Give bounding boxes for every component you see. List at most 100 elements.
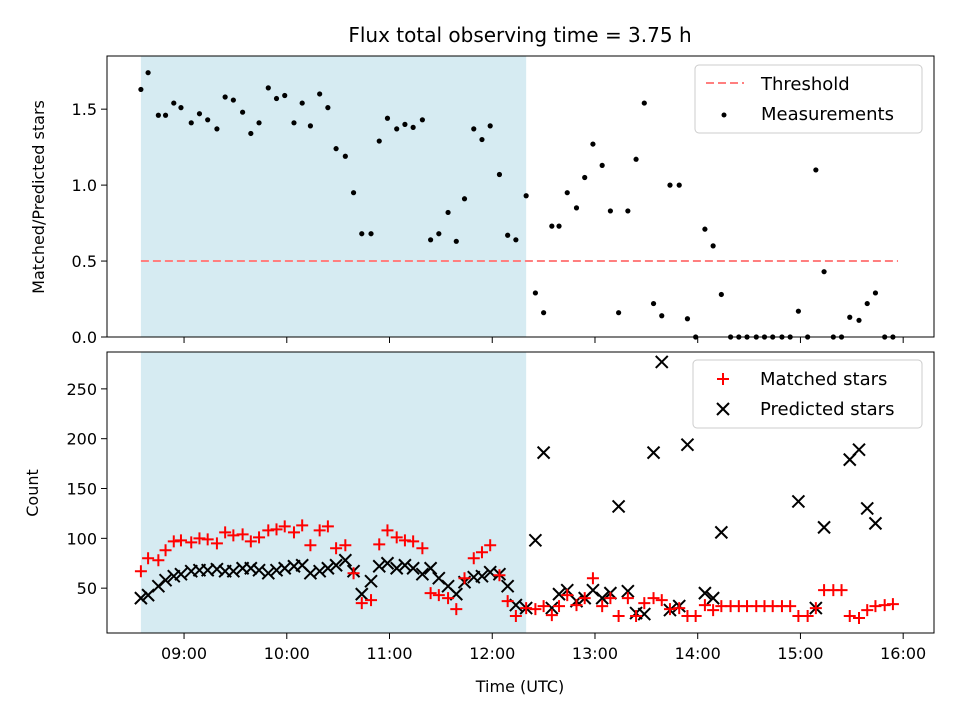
predicted-star-marker [415, 567, 430, 581]
matched-star-marker [784, 600, 797, 613]
y-top-tick-label: 0.0 [72, 328, 97, 347]
predicted-star-marker [364, 574, 378, 588]
x-ticks-top [183, 337, 904, 343]
x-ticks-bottom: 09:00 10:00 11:00 12:00 13:00 14:00 15:00 16:00 [161, 633, 926, 663]
matched-star-marker [416, 542, 429, 555]
measurement-point [394, 126, 400, 132]
matched-star-marker [673, 602, 686, 615]
matched-star-marker [253, 531, 266, 544]
predicted-star-marker [552, 587, 566, 601]
panel-counts: 50 100 150 200 250 Count Matched stars Predi… [23, 351, 935, 663]
measurement-point [573, 205, 580, 211]
predicted-star-marker [545, 601, 559, 615]
measurement-point [676, 182, 682, 188]
measurement-point [350, 190, 357, 196]
measurement-point [453, 238, 459, 244]
measurement-point [325, 105, 331, 111]
predicted-star-marker [680, 437, 695, 452]
x-bottom-tick-label: 15:00 [777, 644, 823, 663]
measurement-point [659, 313, 665, 319]
measurement-point [702, 226, 708, 232]
matched-star-marker [381, 524, 394, 537]
y-top-tick-label: 1.5 [72, 100, 97, 119]
y-bottom-tick-label: 50 [77, 579, 97, 598]
predicted-star-marker [174, 567, 188, 581]
y-ticks-bottom: 50 100 150 200 250 [66, 380, 107, 598]
matched-star-marker [287, 526, 300, 539]
predicted-star-marker [312, 564, 327, 578]
measurement-point [333, 146, 339, 152]
measurement-point [496, 171, 503, 178]
measurement-point [650, 300, 657, 307]
measurement-point [402, 121, 408, 127]
matched-star-marker [134, 565, 147, 578]
predicted-star-marker [372, 559, 386, 573]
axes-frame-bottom [106, 351, 935, 634]
matched-star-marker [355, 597, 368, 610]
measurement-point [240, 109, 246, 115]
measurement-point [205, 117, 211, 123]
matched-star-marker [467, 552, 480, 565]
measurement-point [710, 243, 716, 249]
measurement-point [633, 156, 639, 162]
matched-star-marker [689, 610, 702, 623]
measurement-point [291, 120, 297, 126]
measurement-point [487, 123, 493, 129]
measurement-point [178, 105, 184, 111]
matched-star-marker [698, 599, 711, 612]
measurement-point [445, 209, 451, 216]
measurement-point [864, 300, 870, 307]
matched-star-marker [801, 610, 814, 623]
matched-star-marker [612, 610, 625, 623]
measurement-point [196, 111, 203, 117]
panel-ratio: 0.0 0.5 1.0 1.5 Matched/Predicted stars Thr… [29, 55, 935, 347]
matched-star-marker [185, 536, 198, 549]
matched-star-marker [707, 604, 720, 617]
measurement-point [461, 196, 468, 202]
matched-star-marker [647, 592, 660, 605]
predicted-star-marker [338, 553, 353, 567]
measurement-point [556, 223, 562, 229]
matched-star-marker [655, 594, 668, 607]
axes-frame-top [106, 55, 935, 338]
matched-star-marker [365, 594, 378, 607]
measurement-point [222, 94, 228, 100]
matched-star-marker [339, 539, 352, 552]
measurement-point [532, 290, 538, 296]
matched-star-marker [570, 599, 583, 612]
measurement-point [214, 126, 220, 132]
matched-star-marker [159, 544, 172, 557]
predicted-star-marker [714, 525, 729, 540]
matched-star-marker [296, 519, 309, 532]
matched-star-marker [561, 589, 574, 602]
predicted-star-marker [595, 591, 609, 605]
legend-ratio-box [694, 64, 923, 134]
matched-star-marker [638, 597, 651, 610]
y-top-tick-label: 0.5 [72, 252, 97, 271]
x-bottom-tick-label: 10:00 [264, 644, 310, 663]
matched-star-marker [484, 539, 497, 552]
x-bottom-tick-label: 11:00 [366, 644, 412, 663]
measurement-point [428, 237, 434, 243]
matched-star-marker [835, 584, 848, 597]
y-bottom-tick-label: 150 [66, 480, 97, 499]
measurement-point [641, 100, 647, 106]
measurement-point [564, 190, 570, 196]
predicted-star-marker [706, 591, 720, 605]
measurement-point [342, 153, 348, 159]
matched-star-marker [313, 524, 326, 537]
predicted-star-marker [791, 494, 806, 509]
measurement-point [821, 269, 827, 275]
measurement-point [582, 174, 588, 181]
measurement-point [684, 316, 691, 322]
matched-star-marker [537, 600, 550, 613]
measurement-point [813, 167, 819, 173]
measurement-point [795, 308, 801, 314]
measurement-point [359, 231, 365, 237]
measurement-point [513, 237, 519, 243]
predicted-star-marker [698, 586, 712, 600]
measurement-point [872, 290, 879, 296]
y-bottom-tick-label: 100 [66, 529, 97, 548]
measurement-point [718, 291, 724, 298]
